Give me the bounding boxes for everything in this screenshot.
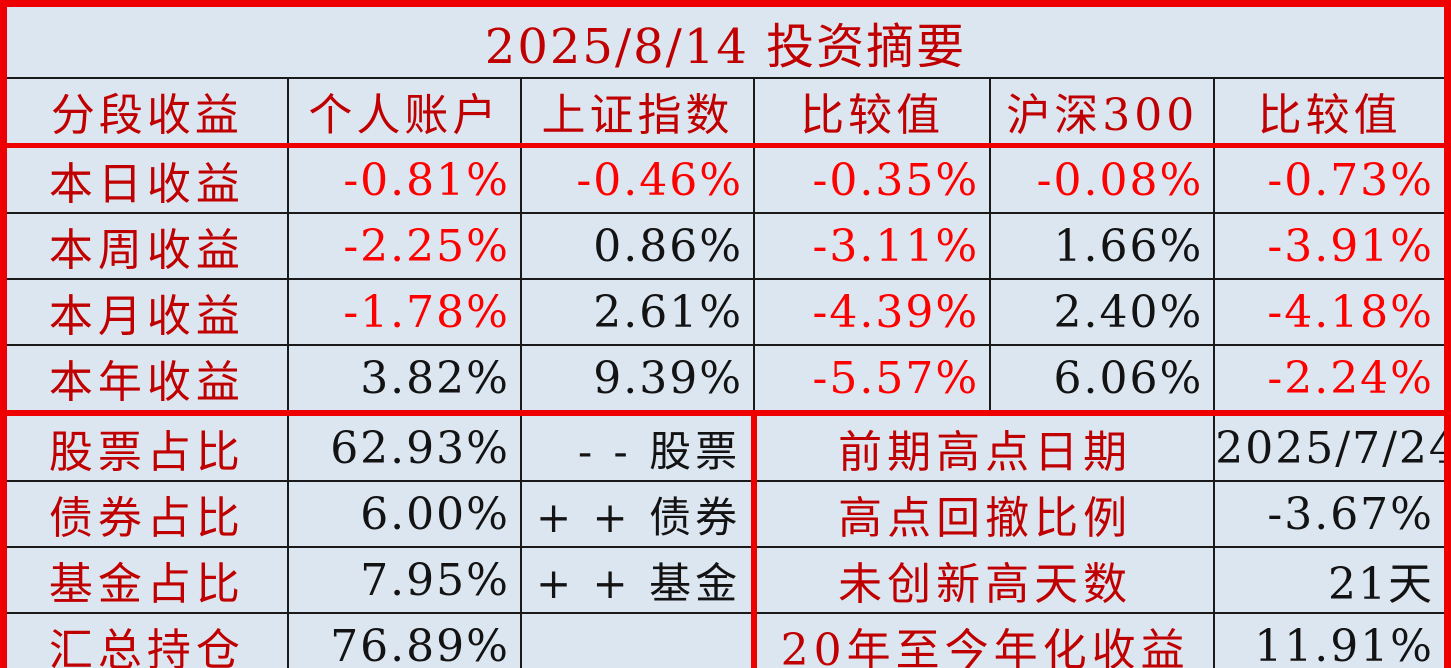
value-cell: -4.18% [1213, 278, 1449, 346]
row-label-cell: 本月收益 [2, 278, 289, 346]
stat-label-cell: 前期高点日期 [751, 412, 1216, 482]
value-cell: 2.40% [989, 278, 1216, 346]
header-cell-segment: 分段收益 [2, 77, 289, 148]
row-label-cell: 本日收益 [2, 144, 289, 214]
value-cell: 6.06% [989, 344, 1216, 416]
value-cell: -0.08% [989, 144, 1216, 214]
row-label-cell: 基金占比 [2, 546, 289, 614]
return-row-yearly: 本年收益 3.82% 9.39% -5.57% 6.06% -2.24% [2, 344, 1449, 416]
value-cell: 3.82% [286, 344, 522, 416]
header-cell-sse-index: 上证指数 [519, 77, 756, 148]
value-cell: 62.93% [286, 412, 522, 482]
value-cell: 0.86% [519, 212, 756, 280]
value-cell: -3.11% [753, 212, 992, 280]
portfolio-row-funds: 基金占比 7.95% + + 基金 未创新高天数 21天 [2, 546, 1449, 614]
portfolio-row-bonds: 债券占比 6.00% + + 债券 高点回撤比例 -3.67% [2, 480, 1449, 548]
stat-value-cell: 21天 [1213, 546, 1449, 614]
value-cell: 2.61% [519, 278, 756, 346]
value-cell: -1.78% [286, 278, 522, 346]
note-cell [519, 612, 756, 668]
row-label-cell: 汇总持仓 [2, 612, 289, 668]
header-cell-personal-account: 个人账户 [286, 77, 522, 148]
stat-value-cell: 2025/7/24 [1213, 412, 1449, 482]
stat-value-cell: 11.91% [1213, 612, 1449, 668]
portfolio-row-stocks: 股票占比 62.93% - - 股票 前期高点日期 2025/7/24 [2, 412, 1449, 482]
value-cell: -0.73% [1213, 144, 1449, 214]
note-cell: - - 股票 [519, 412, 756, 482]
value-cell: -2.24% [1213, 344, 1449, 416]
row-label-cell: 本年收益 [2, 344, 289, 416]
value-cell: 7.95% [286, 546, 522, 614]
header-cell-csi300: 沪深300 [989, 77, 1216, 148]
stat-label-cell: 20年至今年化收益 [751, 612, 1216, 668]
return-row-daily: 本日收益 -0.81% -0.46% -0.35% -0.08% -0.73% [2, 144, 1449, 214]
value-cell: -2.25% [286, 212, 522, 280]
stat-value-cell: -3.67% [1213, 480, 1449, 548]
row-label-cell: 本周收益 [2, 212, 289, 280]
title-row: 2025/8/14 投资摘要 [3, 3, 1448, 79]
note-cell: + + 债券 [519, 480, 756, 548]
portfolio-row-total: 汇总持仓 76.89% 20年至今年化收益 11.91% [2, 612, 1449, 668]
return-row-monthly: 本月收益 -1.78% 2.61% -4.39% 2.40% -4.18% [2, 278, 1449, 346]
value-cell: -0.46% [519, 144, 756, 214]
page-title: 2025/8/14 投资摘要 [3, 3, 1448, 79]
value-cell: 9.39% [519, 344, 756, 416]
stat-label-cell: 高点回撤比例 [751, 480, 1216, 548]
stat-label-cell: 未创新高天数 [751, 546, 1216, 614]
note-cell: + + 基金 [519, 546, 756, 614]
value-cell: -4.39% [753, 278, 992, 346]
row-label-cell: 股票占比 [2, 412, 289, 482]
header-cell-compare-2: 比较值 [1213, 77, 1449, 148]
value-cell: -5.57% [753, 344, 992, 416]
value-cell: 1.66% [989, 212, 1216, 280]
value-cell: -0.81% [286, 144, 522, 214]
value-cell: -3.91% [1213, 212, 1449, 280]
header-row: 分段收益 个人账户 上证指数 比较值 沪深300 比较值 [2, 77, 1449, 148]
value-cell: 6.00% [286, 480, 522, 548]
value-cell: -0.35% [753, 144, 992, 214]
header-cell-compare-1: 比较值 [753, 77, 992, 148]
return-row-weekly: 本周收益 -2.25% 0.86% -3.11% 1.66% -3.91% [2, 212, 1449, 280]
value-cell: 76.89% [286, 612, 522, 668]
row-label-cell: 债券占比 [2, 480, 289, 548]
